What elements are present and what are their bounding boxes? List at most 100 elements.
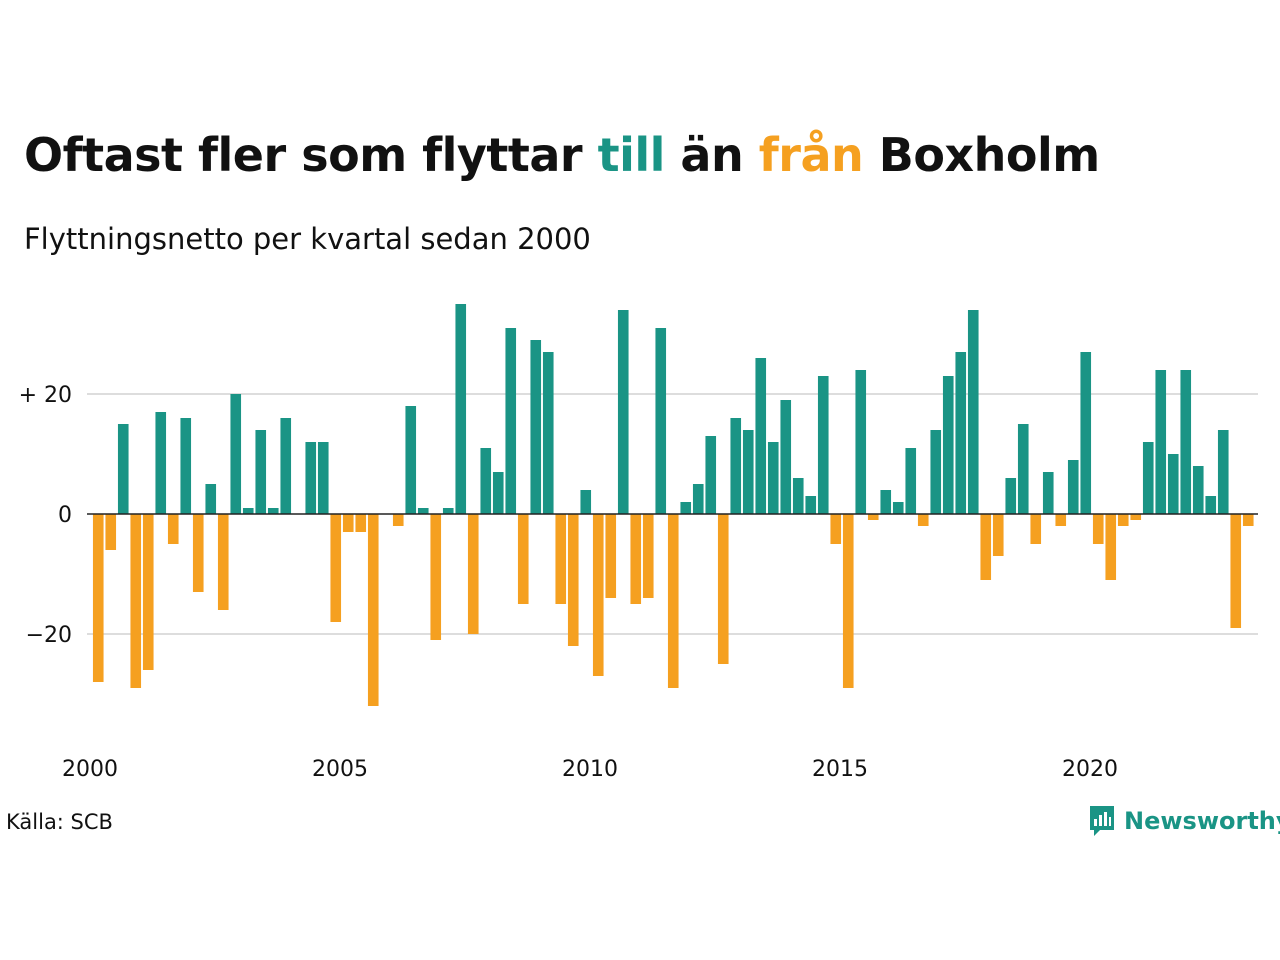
bar <box>842 514 854 688</box>
bar <box>530 340 542 514</box>
bar <box>1230 514 1242 628</box>
bar <box>330 514 342 622</box>
bar <box>105 514 117 550</box>
bar <box>917 514 929 526</box>
bar <box>130 514 142 688</box>
bar <box>1217 430 1229 514</box>
bar <box>217 514 229 610</box>
bar <box>1055 514 1067 526</box>
bar <box>417 508 429 514</box>
bar <box>617 310 629 514</box>
bar <box>342 514 354 532</box>
bar <box>142 514 154 670</box>
bar <box>442 508 454 514</box>
title-highlight-till: till <box>597 128 666 182</box>
bar <box>517 514 529 604</box>
x-tick-label: 2010 <box>562 757 618 782</box>
bar <box>167 514 179 544</box>
x-tick-label: 2000 <box>62 757 118 782</box>
bar <box>255 430 267 514</box>
bar <box>1080 352 1092 514</box>
bar <box>1205 496 1217 514</box>
bar <box>305 442 317 514</box>
bar <box>592 514 604 676</box>
bar <box>905 448 917 514</box>
bar <box>930 430 942 514</box>
bar <box>280 418 292 514</box>
bar <box>1130 514 1142 520</box>
bar <box>1155 370 1167 514</box>
chart-title: Oftast fler som flyttar till än från Box… <box>24 128 1100 182</box>
bar <box>692 484 704 514</box>
bar <box>792 478 804 514</box>
bar <box>430 514 442 640</box>
bar <box>942 376 954 514</box>
bar <box>667 514 679 688</box>
bar <box>1167 454 1179 514</box>
bar <box>542 352 554 514</box>
bar <box>880 490 892 514</box>
bar <box>580 490 592 514</box>
bar <box>480 448 492 514</box>
bar <box>1192 466 1204 514</box>
bar <box>505 328 517 514</box>
bar <box>367 514 379 706</box>
bar <box>955 352 967 514</box>
bar <box>767 442 779 514</box>
chart-subtitle: Flyttningsnetto per kvartal sedan 2000 <box>24 222 591 256</box>
bar <box>1005 478 1017 514</box>
x-tick-label: 2020 <box>1062 757 1118 782</box>
source-note: Källa: SCB <box>6 810 113 834</box>
bar <box>1042 472 1054 514</box>
bar <box>230 394 242 514</box>
bar <box>180 418 192 514</box>
bar <box>392 514 404 526</box>
bar <box>892 502 904 514</box>
bar <box>980 514 992 580</box>
bar <box>1180 370 1192 514</box>
title-part-3: Boxholm <box>863 128 1100 182</box>
bar <box>630 514 642 604</box>
title-highlight-fran: från <box>758 128 864 182</box>
bar <box>1017 424 1029 514</box>
bar <box>155 412 167 514</box>
bars-layer <box>92 304 1254 706</box>
bar <box>355 514 367 532</box>
bar <box>755 358 767 514</box>
logo-text: Newsworthy <box>1124 807 1280 835</box>
bar <box>817 376 829 514</box>
title-part-1: Oftast fler som flyttar <box>24 128 598 182</box>
bar <box>730 418 742 514</box>
title-part-2: än <box>664 128 759 182</box>
bar <box>655 328 667 514</box>
bar <box>605 514 617 598</box>
bar <box>967 310 979 514</box>
x-tick-label: 2005 <box>312 757 368 782</box>
bar <box>717 514 729 664</box>
bar <box>567 514 579 646</box>
bar <box>92 514 104 682</box>
bar <box>242 508 254 514</box>
bar <box>1067 460 1079 514</box>
bar <box>405 406 417 514</box>
bar <box>805 496 817 514</box>
bar <box>317 442 329 514</box>
bar <box>467 514 479 634</box>
bar <box>492 472 504 514</box>
bar <box>642 514 654 598</box>
bar <box>1092 514 1104 544</box>
bar <box>1105 514 1117 580</box>
bar <box>117 424 129 514</box>
x-tick-label: 2015 <box>812 757 868 782</box>
bar <box>867 514 879 520</box>
bar <box>455 304 467 514</box>
newsworthy-chart-icon <box>1090 806 1114 836</box>
bar <box>742 430 754 514</box>
bar <box>205 484 217 514</box>
bar <box>267 508 279 514</box>
bar <box>992 514 1004 556</box>
newsworthy-logo: Newsworthy <box>1088 804 1280 838</box>
bar <box>780 400 792 514</box>
y-tick-label: 0 <box>58 503 72 528</box>
axis-labels-layer: + 20 0 −20 2000 2005 2010 2015 2020 <box>19 383 1118 782</box>
